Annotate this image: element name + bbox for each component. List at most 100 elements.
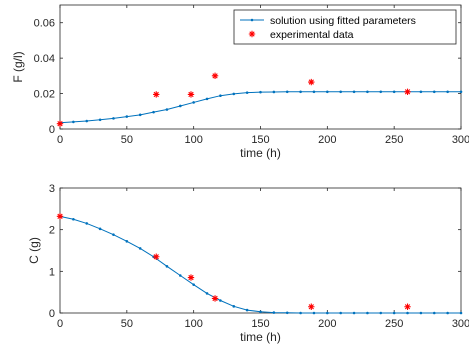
y-tick-label: 0.06 (34, 18, 55, 30)
fitted-solution-point (312, 311, 316, 315)
x-tick-label: 200 (318, 318, 336, 330)
fitted-solution-point (352, 90, 356, 94)
fitted-solution-point (179, 104, 182, 108)
fitted-solution-point (446, 90, 449, 94)
f-x-axis-label: time (h) (240, 146, 281, 160)
fitted-solution-point (112, 117, 115, 120)
x-tick-label: 300 (452, 318, 469, 330)
fitted-solution-point (285, 90, 289, 94)
fitted-solution-point (152, 110, 155, 114)
fitted-solution-point (406, 311, 409, 315)
fitted-solution-point (272, 311, 276, 314)
experimental-data-point (308, 78, 315, 86)
fitted-solution-point (219, 94, 222, 97)
x-tick-label: 250 (385, 134, 403, 146)
x-tick-label: 150 (251, 318, 269, 330)
fitted-solution-point (245, 308, 249, 312)
fitted-solution-point (72, 217, 75, 221)
fitted-solution-point (125, 240, 129, 243)
fitted-solution-point (446, 311, 449, 315)
legend-box (233, 9, 457, 45)
y-tick-label: 1 (49, 266, 55, 278)
x-tick-label: 200 (318, 134, 336, 146)
fitted-solution-point (339, 311, 343, 315)
y-tick-label: 0.04 (34, 53, 55, 65)
fitted-solution-point (98, 227, 102, 231)
c-chart: 0 50 100 150 200 250 300 0 1 2 3 time (h) C (g) (27, 183, 469, 344)
fitted-solution-point (299, 90, 302, 94)
c-y-axis-label: C (g) (27, 237, 41, 264)
x-tick-label: 100 (184, 318, 202, 330)
fitted-solution-point (245, 91, 249, 94)
experimental-data-point (153, 91, 160, 98)
fitted-solution-point (392, 311, 396, 315)
x-tick-label: 300 (452, 134, 469, 146)
experimental-data-point (211, 72, 219, 80)
fitted-solution-point (98, 118, 102, 122)
experimental-data-point (56, 213, 64, 220)
fitted-solution-point (299, 311, 302, 315)
fitted-solution-point (112, 233, 115, 236)
fitted-solution-point (138, 247, 142, 250)
y-tick-label: 0 (49, 124, 55, 136)
fitted-solution-point (312, 90, 316, 94)
x-tick-label: 250 (385, 318, 403, 330)
fitted-solution-point (259, 90, 262, 94)
c-x-ticks: 0 50 100 150 200 250 300 (57, 188, 469, 330)
fitted-solution-point (366, 90, 369, 94)
experimental-data-point (404, 88, 411, 95)
fitted-solution-point (392, 90, 396, 94)
y-tick-label: 0 (49, 308, 55, 320)
experimental-data-point (211, 295, 219, 302)
fitted-solution-point (85, 119, 89, 123)
fitted-solution-point (419, 311, 423, 315)
fitted-solution-point (205, 292, 209, 295)
experimental-data-point (187, 91, 195, 98)
f-series (56, 72, 463, 127)
x-tick-label: 0 (57, 318, 63, 330)
fitted-solution-point (138, 113, 142, 117)
f-chart: 0 50 100 150 200 250 300 0 0.02 0.04 0.06 time (h… (11, 4, 469, 160)
legend-entry-experimental: experimental data (270, 29, 354, 41)
legend: solution using fitted parameters experim… (233, 9, 457, 45)
fitted-solution-point (379, 90, 383, 94)
fitted-solution-point (285, 311, 289, 315)
fitted-solution-point (326, 90, 329, 94)
c-plot-area (59, 187, 462, 314)
x-tick-label: 0 (57, 134, 63, 146)
fitted-solution-point (419, 90, 423, 94)
fitted-solution-point (339, 90, 343, 94)
experimental-data-point (56, 120, 64, 127)
experimental-data-point (153, 253, 160, 260)
fitted-solution-point (232, 92, 236, 96)
experimental-data-point (187, 274, 195, 281)
experimental-data-point (404, 303, 411, 310)
f-x-ticks: 0 50 100 150 200 250 300 (57, 5, 469, 146)
legend-star-swatch (248, 30, 256, 38)
x-tick-label: 50 (121, 318, 133, 330)
fitted-solution-point (459, 311, 463, 315)
legend-star-mark (248, 30, 256, 38)
fitted-solution-point (232, 305, 236, 308)
legend-dot-swatch (250, 18, 254, 22)
fitted-solution-point (379, 311, 383, 315)
f-y-ticks: 0 0.02 0.04 0.06 (34, 18, 461, 136)
f-y-axis-label: F (g/l) (11, 51, 25, 82)
fitted-solution-point (459, 90, 463, 94)
fitted-solution-point (432, 311, 436, 315)
fitted-solution-point (272, 90, 276, 94)
legend-entry-fitted: solution using fitted parameters (270, 15, 416, 27)
fitted-solution-point (179, 274, 182, 277)
experimental-data-point (308, 303, 315, 310)
fitted-solution-point (432, 90, 436, 94)
fitted-solution-point (192, 283, 195, 286)
y-tick-label: 2 (49, 225, 55, 237)
fitted-solution-point (205, 97, 209, 101)
fitted-solution-point (352, 311, 356, 315)
fitted-solution-point (165, 265, 169, 268)
fitted-solution-point (85, 222, 89, 225)
x-tick-label: 50 (121, 134, 133, 146)
fitted-solution-point (259, 310, 262, 314)
fitted-solution-point (72, 120, 75, 124)
